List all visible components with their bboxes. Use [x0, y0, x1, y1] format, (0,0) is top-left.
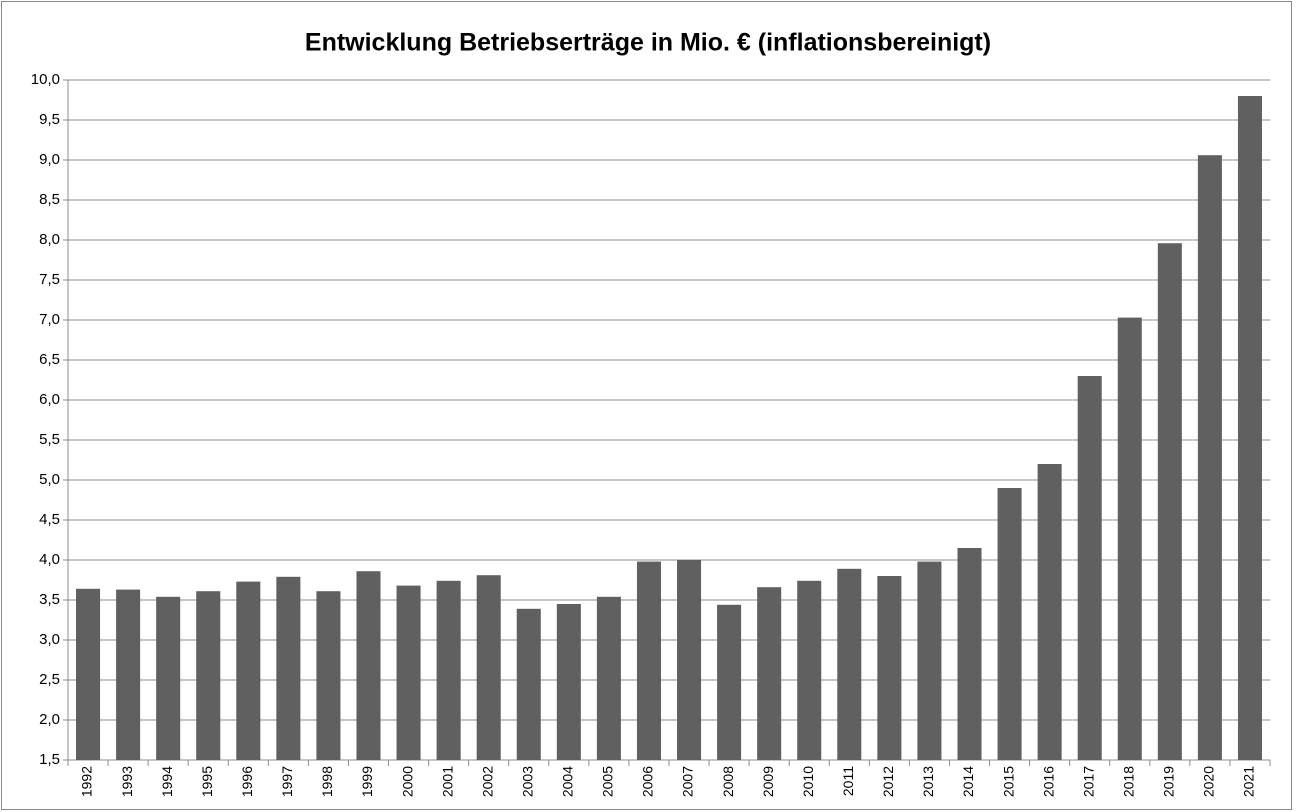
bar: [156, 596, 181, 760]
x-tick-label: 2001: [439, 766, 455, 797]
y-tick-label: 3,5: [39, 591, 60, 608]
x-tick-label: 2003: [519, 766, 535, 797]
x-tick-label: 1998: [319, 766, 335, 797]
bar: [1117, 317, 1142, 760]
x-tick-label: 1993: [119, 766, 135, 797]
y-tick-label: 9,5: [39, 111, 60, 128]
x-tick-label: 1995: [199, 766, 215, 797]
bar: [1037, 464, 1062, 760]
x-tick-label: 2007: [680, 766, 696, 797]
bar: [276, 576, 301, 760]
x-tick-label: 2018: [1120, 766, 1136, 797]
bar: [316, 591, 341, 760]
y-tick-label: 9,0: [39, 151, 60, 168]
bar: [797, 580, 822, 760]
x-tick-label: 2002: [479, 766, 495, 797]
bar: [396, 585, 421, 760]
x-tick-label: 1999: [359, 766, 375, 797]
y-tick-label: 7,5: [39, 271, 60, 288]
bar: [1197, 155, 1222, 760]
y-tick-label: 2,5: [39, 671, 60, 688]
bar: [837, 568, 862, 760]
bar: [1077, 376, 1102, 760]
y-tick-label: 10,0: [31, 71, 60, 88]
y-tick-label: 3,0: [39, 631, 60, 648]
x-tick-label: 2008: [720, 766, 736, 797]
x-tick-label: 2011: [840, 766, 856, 796]
bar: [436, 580, 461, 760]
bar: [997, 488, 1022, 760]
y-tick-label: 4,0: [39, 551, 60, 568]
y-tick-label: 6,5: [39, 351, 60, 368]
x-tick-label: 2006: [640, 766, 656, 797]
x-tick-label: 2012: [880, 766, 896, 797]
bar: [877, 576, 902, 760]
bar: [476, 575, 501, 760]
y-tick-label: 8,5: [39, 191, 60, 208]
x-tick-label: 1994: [159, 766, 175, 797]
bar: [757, 587, 782, 760]
x-tick-label: 2005: [600, 766, 616, 797]
y-tick-label: 4,5: [39, 511, 60, 528]
bar: [717, 604, 742, 760]
x-tick-label: 2019: [1161, 766, 1177, 797]
y-tick-label: 5,5: [39, 431, 60, 448]
bar: [516, 608, 541, 760]
x-tick-label: 2017: [1080, 766, 1096, 797]
x-tick-label: 2020: [1201, 766, 1217, 797]
bar: [356, 571, 381, 760]
x-tick-label: 2015: [1000, 766, 1016, 797]
y-tick-label: 8,0: [39, 231, 60, 248]
bar: [116, 589, 141, 760]
y-tick-label: 5,0: [39, 471, 60, 488]
x-tick-label: 2010: [800, 766, 816, 797]
bar: [1237, 96, 1262, 760]
bar: [917, 561, 942, 760]
bar: [1157, 243, 1182, 760]
bar: [236, 581, 261, 760]
x-tick-label: 2013: [920, 766, 936, 797]
x-tick-label: 2000: [399, 766, 415, 797]
x-tick-label: 2016: [1040, 766, 1056, 797]
x-tick-label: 2009: [760, 766, 776, 797]
x-tick-label: 1997: [279, 766, 295, 797]
y-tick-label: 7,0: [39, 311, 60, 328]
bar: [957, 548, 982, 760]
chart-title: Entwicklung Betriebserträge in Mio. € (i…: [305, 29, 991, 57]
y-tick-label: 2,0: [39, 711, 60, 728]
bar: [556, 604, 581, 760]
bar: [677, 560, 702, 760]
y-tick-label: 6,0: [39, 391, 60, 408]
x-tick-label: 1996: [239, 766, 255, 797]
bar: [76, 588, 101, 760]
bar: [596, 596, 621, 760]
x-tick-label: 2021: [1241, 766, 1257, 797]
x-tick-label: 1992: [79, 766, 95, 797]
bar: [636, 561, 661, 760]
x-tick-label: 2014: [960, 766, 976, 797]
x-tick-label: 2004: [560, 766, 576, 797]
bar: [196, 591, 221, 760]
y-tick-label: 1,5: [39, 751, 60, 768]
